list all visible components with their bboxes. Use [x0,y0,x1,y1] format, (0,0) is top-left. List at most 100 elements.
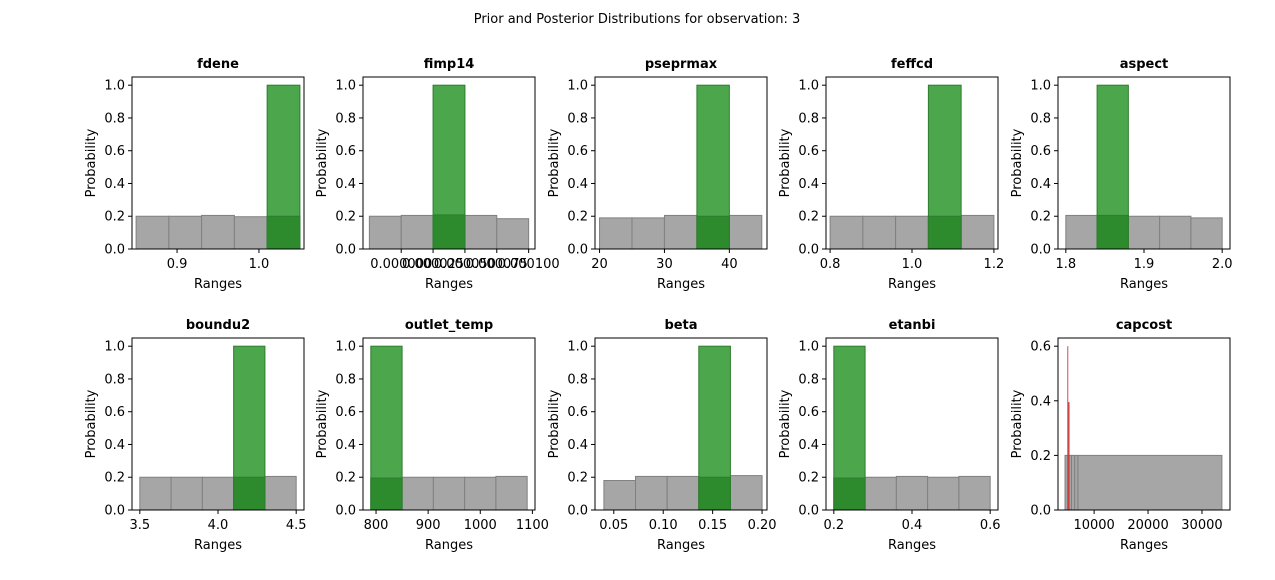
y-tick-label: 0.0 [567,243,588,258]
posterior-overlap-bar [370,477,403,511]
y-tick-label: 1.0 [104,79,125,94]
x-axis-label: Ranges [888,277,936,292]
x-tick-label: 2.0 [1212,257,1233,272]
y-tick-label: 0.8 [335,372,356,387]
y-tick-label: 0.8 [567,372,588,387]
y-axis-label: Probability [778,128,793,197]
y-tick-label: 0.0 [104,243,125,258]
axes-frame [131,76,305,250]
axes-frame [362,76,536,250]
prior-bar [603,480,637,511]
y-tick-label: 0.2 [567,471,588,486]
prior-bar [233,216,268,250]
y-tick-label: 1.0 [567,79,588,94]
y-tick-label: 0.6 [335,144,356,159]
x-tick-label: 0.20 [748,518,777,533]
x-axis-label: Ranges [194,538,242,553]
chart-panel-boundu2: boundu2 0.0 0.2 0.4 0.6 0.8 1.0 3.5 4.0 4.5 Ranges… [84,318,307,553]
prior-bar [135,215,170,250]
axes-frame [594,337,768,511]
prior-bar [895,475,929,511]
y-tick-label: 0.4 [1030,394,1051,409]
panel-title: fimp14 [424,57,475,72]
panel-title: etanbi [889,318,936,333]
y-tick-label: 0.0 [798,504,819,519]
x-axis-label: Ranges [1120,277,1168,292]
posterior-bar [1067,346,1069,510]
prior-bar [401,476,434,511]
prior-bar [663,214,698,250]
y-tick-label: 0.4 [335,438,356,453]
y-tick-label: 0.8 [798,372,819,387]
x-tick-label: 0.10 [649,518,678,533]
y-tick-label: 0.4 [798,438,819,453]
x-tick-label: 1.0 [902,257,923,272]
y-tick-label: 0.2 [1030,210,1051,225]
prior-bar [1077,454,1223,511]
y-tick-label: 1.0 [335,79,356,94]
chart-panel-fdene: fdene 0.0 0.2 0.4 0.6 0.8 1.0 0.9 1.0 Ranges Proba… [84,57,305,292]
prior-bar [495,475,528,511]
y-tick-label: 0.2 [104,210,125,225]
posterior-overlap-bar [698,476,731,511]
y-tick-label: 0.0 [335,504,356,519]
x-tick-label: 30 [656,257,673,272]
x-tick-label: 0.000050 [434,257,496,272]
y-tick-label: 0.4 [104,438,125,453]
chart-panel-etanbi: etanbi 0.0 0.2 0.4 0.6 0.8 1.0 0.2 0.4 0.6 Ranges P… [778,318,1001,553]
chart-panel-feffcd: feffcd 0.0 0.2 0.4 0.6 0.8 1.0 0.8 1.0 1.2 Ranges P… [778,57,1004,292]
prior-bar [496,218,530,250]
axes-frame [362,337,536,511]
prior-bar [368,215,402,250]
prior-bar [599,217,633,250]
prior-bar [635,475,668,511]
chart-panel-aspect: aspect 0.0 0.2 0.4 0.6 0.8 1.0 1.8 1.9 2.0 Ranges P… [1010,57,1233,292]
x-axis-label: Ranges [657,277,705,292]
chart-panel-pseprmax: pseprmax 0.0 0.2 0.4 0.6 0.8 1.0 20 30 40 Ranges Pr… [547,57,768,292]
prior-bar [464,214,498,250]
panel-title: beta [664,318,697,333]
panel-title: boundu2 [186,318,250,333]
panel-title: outlet_temp [405,318,493,333]
prior-bar [958,475,991,511]
x-tick-label: 0.8 [820,257,841,272]
axes-frame [1057,337,1231,511]
y-axis-label: Probability [84,128,99,197]
x-tick-label: 900 [416,518,441,533]
y-tick-label: 1.0 [798,340,819,355]
y-tick-label: 0.6 [567,405,588,420]
posterior-overlap-bar [1096,214,1129,250]
y-tick-label: 0.6 [798,405,819,420]
y-tick-label: 0.4 [1030,177,1051,192]
posterior-overlap-bar [432,214,466,250]
y-tick-label: 0.8 [798,111,819,126]
prior-bar [201,214,235,250]
y-tick-label: 0.0 [567,504,588,519]
prior-bar [1127,215,1161,250]
y-tick-label: 0.8 [104,372,125,387]
y-tick-label: 1.0 [1030,79,1051,94]
y-axis-label: Probability [1010,128,1025,197]
x-tick-label: 1.9 [1134,257,1155,272]
y-tick-label: 1.0 [798,79,819,94]
y-tick-label: 0.2 [335,210,356,225]
x-tick-label: 40 [721,257,738,272]
prior-bar [264,475,297,511]
prior-bar [829,215,864,250]
y-tick-label: 0.0 [1030,243,1051,258]
prior-bar [168,215,203,250]
y-axis-label: Probability [315,389,330,458]
x-axis-label: Ranges [1120,538,1168,553]
y-tick-label: 0.4 [798,177,819,192]
prior-bar [728,214,763,250]
prior-bar [1065,214,1098,250]
y-tick-label: 0.4 [567,438,588,453]
y-tick-label: 0.2 [567,210,588,225]
figure-suptitle: Prior and Posterior Distributions for ob… [474,12,801,27]
prior-bar [895,215,929,250]
chart-panel-capcost: capcost 0.0 0.2 0.4 0.6 10000 20000 30000 Ranges… [1010,318,1231,553]
x-tick-label: 800 [364,518,389,533]
panel-title: feffcd [891,57,933,72]
prior-bar [862,215,897,250]
